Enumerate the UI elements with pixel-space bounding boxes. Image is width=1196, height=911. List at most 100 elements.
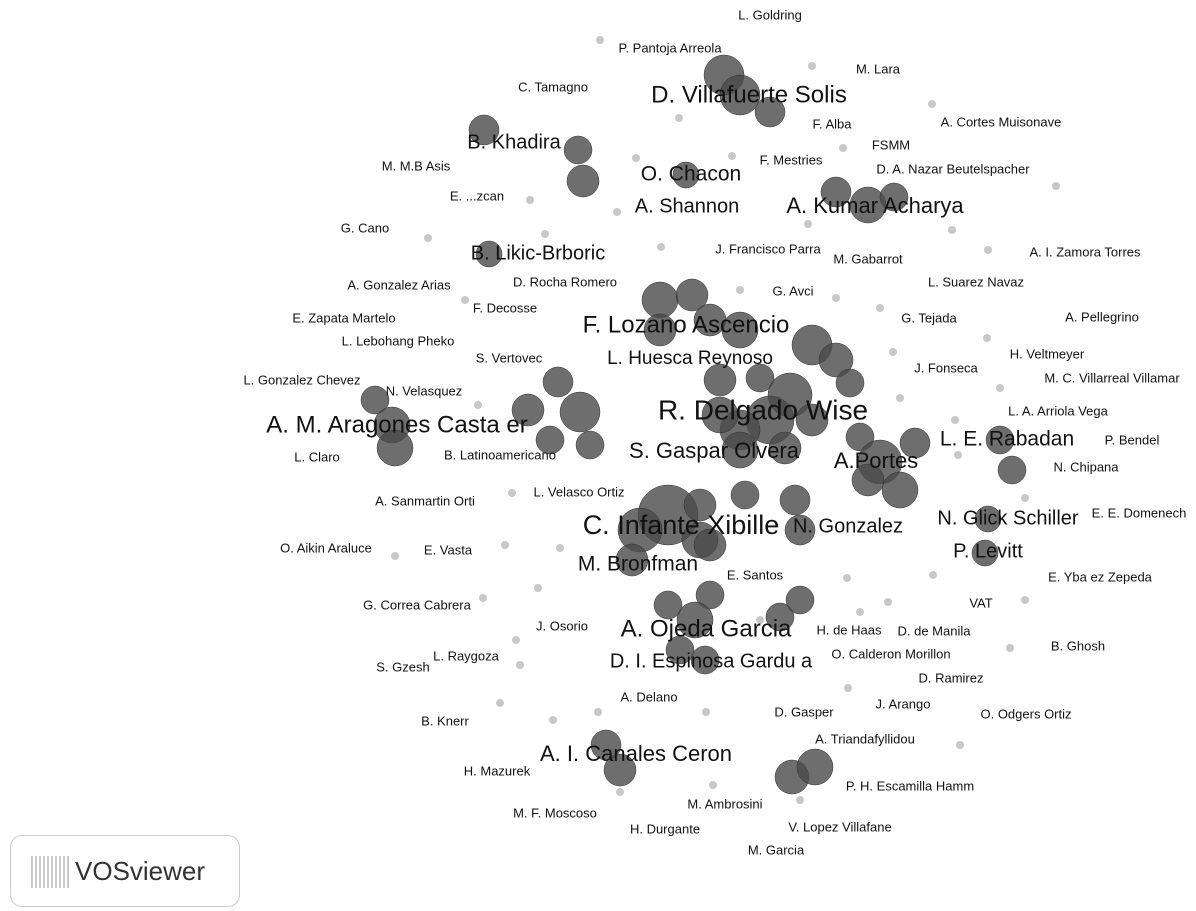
node-label: F. Mestries — [760, 152, 823, 167]
node-label: E. Vasta — [424, 542, 473, 557]
node — [835, 368, 865, 398]
node — [721, 311, 759, 349]
node-label: J. Francisco Parra — [715, 241, 821, 256]
node-label: J. Arango — [876, 696, 931, 711]
node — [721, 431, 759, 469]
node-label: A. I. Zamora Torres — [1029, 244, 1141, 259]
node — [683, 488, 717, 522]
logo-text: VOSviewer — [75, 856, 206, 886]
node-dot — [1021, 494, 1029, 502]
node-label: L. Lebohang Pheko — [342, 333, 455, 348]
node — [985, 425, 1015, 455]
node-label: R. Delgado Wise — [658, 394, 868, 425]
node-label: D. Ramirez — [918, 670, 983, 685]
node-label: G. Avci — [773, 283, 814, 298]
node — [779, 484, 811, 516]
node-label: VAT — [969, 595, 992, 610]
node-dot — [424, 234, 432, 242]
node-dot — [984, 246, 992, 254]
node — [745, 363, 775, 393]
node-label: B. Likic-Brboric — [471, 242, 605, 264]
node-dot — [889, 348, 897, 356]
node-dot — [541, 230, 549, 238]
node-dot — [983, 334, 991, 342]
node-dot — [876, 304, 884, 312]
node-label: C. Infante Xibille — [583, 510, 780, 540]
node-dot — [534, 584, 542, 592]
node-dot — [479, 594, 487, 602]
node-dot — [948, 226, 956, 234]
node-label: P. Bendel — [1105, 432, 1160, 447]
node — [535, 425, 565, 455]
node-label: D. Gasper — [774, 704, 834, 719]
node-label: F. Decosse — [473, 300, 537, 315]
node — [590, 729, 622, 761]
node — [559, 391, 601, 433]
node-label: L. Velasco Ortiz — [533, 484, 624, 499]
node-label: L. Gonzalez Chevez — [243, 372, 360, 387]
node-label: C. Tamagno — [518, 79, 588, 94]
node-label: A. Cortes Muisonave — [941, 114, 1062, 129]
node — [693, 528, 727, 562]
node-label: B. Knerr — [421, 713, 469, 728]
node-dot — [832, 294, 840, 302]
node-label: M. Bronfman — [578, 553, 698, 576]
node-dot — [1052, 182, 1060, 190]
node — [820, 176, 852, 208]
node — [719, 74, 761, 116]
node-dot — [508, 489, 516, 497]
node — [881, 471, 919, 509]
node — [468, 114, 500, 146]
node-dot — [884, 598, 892, 606]
node-dot — [512, 636, 520, 644]
node-label: B. Latinoamericano — [444, 447, 556, 462]
node-dot — [756, 616, 764, 624]
node-dot — [844, 684, 852, 692]
node-label: P. Levitt — [953, 540, 1023, 562]
node-label: D. Rocha Romero — [513, 274, 617, 289]
node — [796, 748, 834, 786]
logo: VOSviewer — [10, 835, 240, 907]
node — [575, 430, 605, 460]
node-label: E. Yba ez Zepeda — [1048, 569, 1153, 584]
node — [730, 480, 760, 510]
node-label: A. Triandafyllidou — [815, 731, 915, 746]
node-label: P. H. Escamilla Hamm — [846, 778, 974, 793]
node-label: J. Fonseca — [914, 360, 978, 375]
node-label: A. Delano — [620, 689, 677, 704]
node-label: L. E. Rabadan — [940, 428, 1074, 451]
node-label: O. Aikin Araluce — [280, 540, 372, 555]
node-label: O. Calderon Morillon — [831, 646, 950, 661]
node — [475, 240, 503, 268]
node — [899, 427, 931, 459]
node-dot — [613, 208, 621, 216]
node — [542, 366, 574, 398]
node-label: L. Goldring — [738, 7, 802, 22]
node-label: V. Lopez Villafane — [788, 819, 891, 834]
logo-icon — [31, 856, 69, 888]
node-dot — [929, 571, 937, 579]
node-label: M. F. Moscoso — [513, 805, 597, 820]
node-label: E. Santos — [727, 567, 784, 582]
node-label: S. Gaspar Olvera — [629, 438, 800, 463]
node-dot — [1006, 644, 1014, 652]
node-dot — [956, 741, 964, 749]
node-dot — [632, 154, 640, 162]
node — [695, 580, 725, 610]
node-dot — [556, 544, 564, 552]
node-dot — [474, 401, 482, 409]
node-dot — [675, 114, 683, 122]
node-dot — [496, 699, 504, 707]
node — [703, 363, 737, 397]
node-dot — [736, 286, 744, 294]
node — [701, 396, 739, 434]
node-label: H. Durgante — [630, 821, 700, 836]
node-dot — [808, 62, 816, 70]
node-dot — [839, 144, 847, 152]
node-dot — [709, 781, 717, 789]
node-dot — [616, 788, 624, 796]
node — [997, 455, 1027, 485]
node-dot — [391, 552, 399, 560]
